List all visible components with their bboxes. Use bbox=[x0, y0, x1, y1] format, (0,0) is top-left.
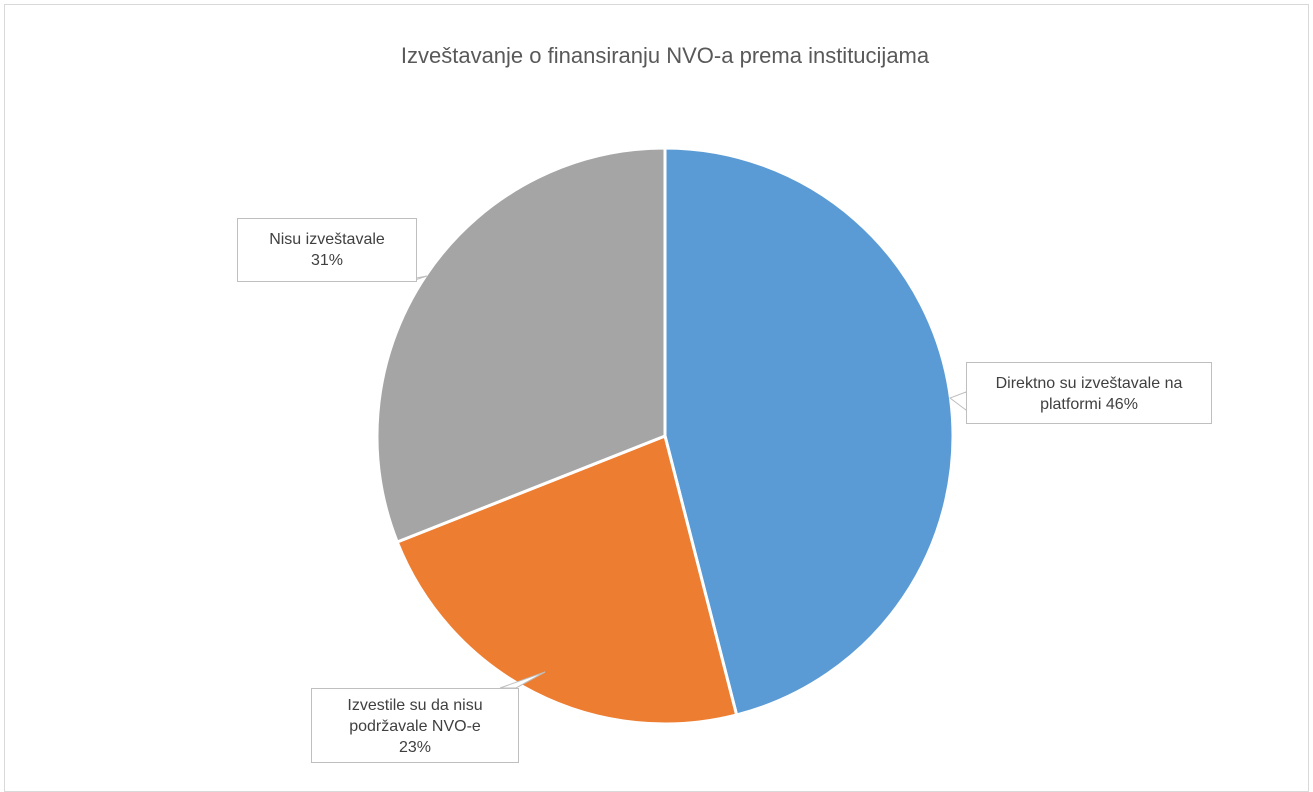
label-category: Izvestile su da nisu podržavale NVO-e bbox=[347, 697, 483, 735]
label-category: Direktno su izveštavale na platformi bbox=[995, 375, 1183, 413]
data-label: Direktno su izveštavale na platformi 46% bbox=[966, 362, 1212, 424]
pie bbox=[375, 146, 955, 726]
label-value: 23% bbox=[398, 739, 432, 756]
label-value: 31% bbox=[310, 252, 344, 269]
pie-slice bbox=[663, 146, 955, 717]
chart-title: Izveštavanje o finansiranju NVO-a prema … bbox=[401, 43, 930, 68]
pie-slice bbox=[395, 434, 739, 726]
pie-slice bbox=[375, 146, 667, 544]
label-value: 46% bbox=[1105, 396, 1138, 413]
data-label: Nisu izveštavale 31% bbox=[237, 218, 417, 282]
data-label: Izvestile su da nisu podržavale NVO-e 23% bbox=[311, 688, 519, 763]
label-category: Nisu izveštavale bbox=[269, 231, 385, 248]
